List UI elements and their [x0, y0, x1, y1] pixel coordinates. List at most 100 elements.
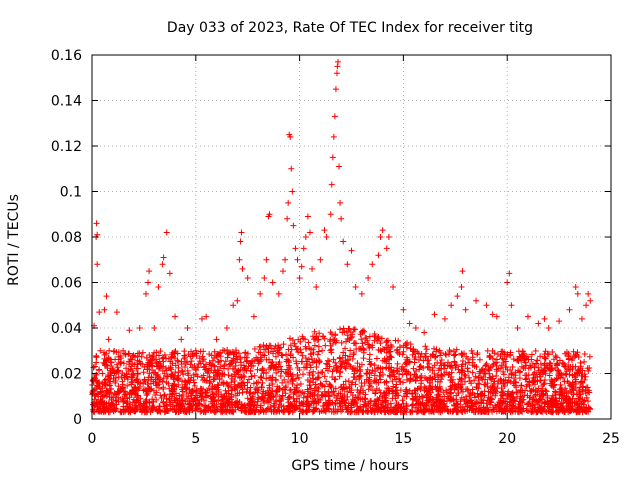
- baseline-point: [493, 362, 500, 369]
- baseline-point: [221, 347, 228, 354]
- baseline-point: [413, 368, 420, 375]
- baseline-point: [318, 369, 325, 376]
- baseline-point: [431, 354, 438, 361]
- baseline-point: [372, 368, 379, 375]
- baseline-point: [304, 393, 311, 400]
- baseline-point: [350, 349, 357, 356]
- baseline-point: [299, 358, 306, 365]
- baseline-point: [109, 365, 116, 372]
- baseline-point: [310, 346, 317, 353]
- baseline-point: [225, 399, 232, 406]
- baseline-point: [117, 355, 124, 362]
- baseline-point: [108, 372, 115, 379]
- roti-point: [330, 133, 337, 140]
- baseline-point: [553, 398, 560, 405]
- baseline-point: [302, 354, 309, 361]
- baseline-point: [157, 360, 164, 367]
- baseline-point: [340, 325, 347, 332]
- baseline-point: [293, 346, 300, 353]
- baseline-point: [96, 383, 103, 390]
- baseline-point: [519, 351, 526, 358]
- baseline-point: [292, 404, 299, 411]
- baseline-point: [193, 397, 200, 404]
- baseline-point: [439, 372, 446, 379]
- baseline-point: [140, 406, 147, 413]
- baseline-point: [378, 348, 385, 355]
- roti-point: [96, 309, 103, 316]
- baseline-point: [403, 376, 410, 383]
- baseline-point: [467, 391, 474, 398]
- baseline-point: [359, 340, 366, 347]
- baseline-point: [366, 345, 373, 352]
- baseline-point: [298, 408, 305, 415]
- baseline-point: [434, 384, 441, 391]
- baseline-point: [500, 371, 507, 378]
- baseline-point: [150, 387, 157, 394]
- baseline-point: [287, 400, 294, 407]
- baseline-point: [180, 371, 187, 378]
- roti-point: [130, 352, 137, 359]
- baseline-point: [582, 373, 589, 380]
- baseline-point: [430, 345, 437, 352]
- baseline-point: [260, 342, 267, 349]
- baseline-point: [474, 350, 481, 357]
- baseline-point: [396, 378, 403, 385]
- baseline-point: [360, 346, 367, 353]
- baseline-point: [421, 383, 428, 390]
- baseline-point: [445, 395, 452, 402]
- baseline-point: [286, 335, 293, 342]
- baseline-point: [290, 395, 297, 402]
- baseline-point: [536, 396, 543, 403]
- baseline-point: [427, 379, 434, 386]
- baseline-point: [130, 396, 137, 403]
- baseline-point: [127, 409, 134, 416]
- baseline-point: [217, 408, 224, 415]
- baseline-point: [241, 407, 248, 414]
- baseline-point: [390, 371, 397, 378]
- baseline-point: [297, 380, 304, 387]
- baseline-point: [431, 370, 438, 377]
- roti-point: [377, 234, 384, 240]
- baseline-point: [132, 391, 139, 398]
- baseline-point: [119, 395, 126, 402]
- baseline-point: [215, 351, 222, 358]
- baseline-point: [408, 407, 415, 414]
- baseline-point: [507, 351, 514, 358]
- roti-point: [151, 325, 158, 331]
- baseline-point: [265, 395, 272, 402]
- baseline-point: [122, 388, 129, 395]
- baseline-point: [171, 406, 178, 413]
- roti-point: [585, 290, 592, 297]
- y-tick-label: 0.12: [51, 139, 82, 155]
- roti-point: [304, 213, 311, 220]
- baseline-point: [386, 387, 393, 394]
- y-tick-label: 0.14: [51, 94, 82, 110]
- baseline-point: [430, 397, 437, 404]
- baseline-point: [159, 378, 166, 385]
- baseline-point: [192, 365, 199, 372]
- baseline-point: [250, 391, 257, 398]
- baseline-point: [149, 396, 156, 403]
- baseline-point: [523, 372, 530, 379]
- baseline-point: [231, 366, 238, 373]
- baseline-point: [216, 350, 223, 357]
- baseline-point: [347, 400, 354, 407]
- baseline-point: [424, 363, 431, 370]
- baseline-point: [555, 409, 562, 416]
- roti-point: [448, 302, 455, 309]
- baseline-point: [509, 389, 516, 396]
- baseline-point: [168, 354, 175, 361]
- baseline-point: [366, 351, 373, 358]
- baseline-point: [323, 378, 330, 385]
- baseline-point: [135, 385, 142, 392]
- baseline-point: [153, 349, 160, 356]
- baseline-point: [143, 392, 150, 399]
- baseline-point: [325, 388, 332, 395]
- baseline-point: [547, 403, 554, 410]
- baseline-point: [229, 404, 236, 411]
- baseline-point: [261, 352, 268, 359]
- baseline-point: [155, 352, 162, 359]
- baseline-point: [564, 378, 571, 385]
- baseline-point: [476, 356, 483, 363]
- baseline-point: [511, 379, 518, 386]
